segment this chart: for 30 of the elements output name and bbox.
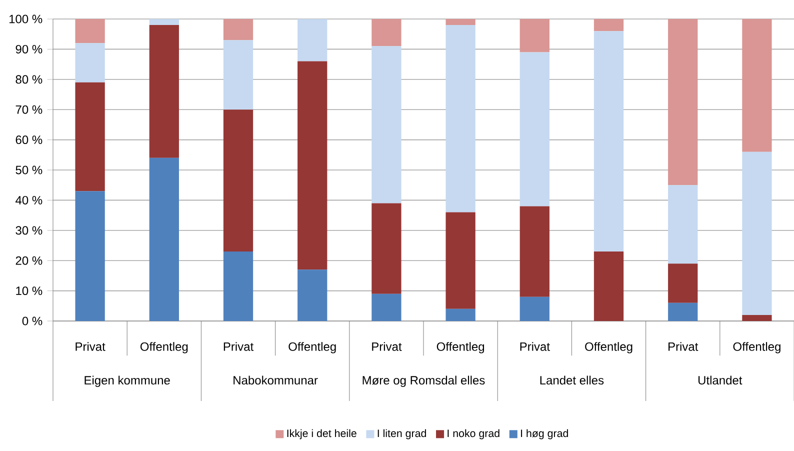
text: Landet elles [540, 376, 604, 385]
y-tick-label: 20 % [16, 256, 42, 265]
y-tick-label: 70 % [16, 105, 42, 114]
y-tick-label: 100 % [9, 14, 42, 24]
y-tick-label: 50 % [16, 166, 42, 174]
x-tick-label: Offentleg [585, 342, 632, 354]
y-tick-label: 0 % [22, 316, 42, 326]
x-tick-label: Privat [668, 342, 698, 351]
x-tick-label: Offentleg [140, 342, 188, 354]
y-tick-label: 90 % [16, 44, 42, 54]
x-tick-label: Offentleg [436, 342, 484, 354]
y-tick-label: 80 % [16, 75, 42, 84]
legend-label: I noko grad [448, 429, 500, 440]
x-tick-label: Privat [76, 342, 106, 351]
x-tick-label: Privat [224, 342, 254, 351]
legend-label: Ikkje i det heile [287, 429, 356, 440]
legend-label: I høg grad [521, 429, 568, 440]
x-tick-label: Offentleg [733, 342, 780, 354]
y-tick-label: 40 % [16, 196, 42, 204]
text: Nabokommunar [234, 376, 318, 385]
y-tick-label: 30 % [16, 226, 42, 235]
x-tick-label: Privat [520, 342, 550, 351]
x-tick-label: Offentleg [288, 342, 336, 354]
y-tick-label: 60 % [16, 136, 42, 144]
text: Møre og Romsdal elles [362, 376, 485, 387]
y-tick-label: 10 % [16, 286, 42, 296]
text: Eigen kommune [84, 376, 170, 387]
text: Utlandet [698, 376, 742, 385]
x-tick-label: Privat [372, 342, 402, 351]
legend-label: I liten grad [378, 429, 426, 440]
